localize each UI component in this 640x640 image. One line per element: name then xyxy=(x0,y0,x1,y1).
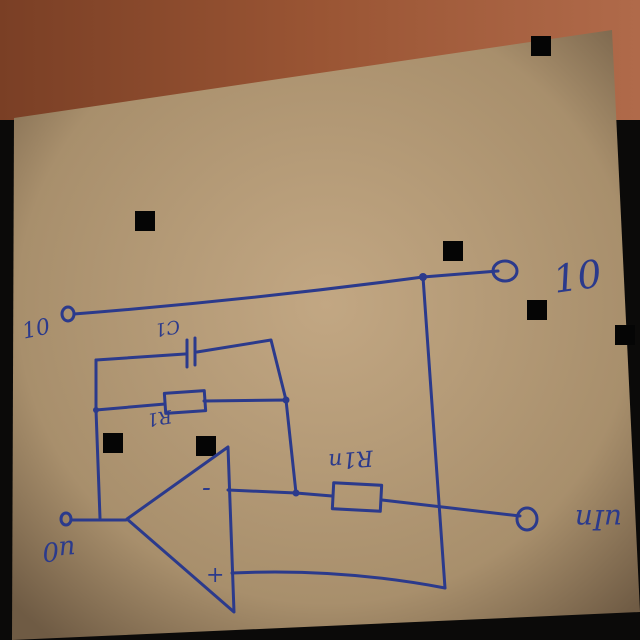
wires xyxy=(70,269,522,590)
resistor-feedback xyxy=(162,389,208,415)
opamp-triangle xyxy=(125,445,236,614)
capacitor-c1 xyxy=(185,336,197,369)
marker-square xyxy=(615,325,635,345)
marker-square xyxy=(135,211,155,231)
label-resistor-feedback: R1 xyxy=(145,405,174,430)
label-resistor-input: R1n xyxy=(327,444,375,473)
label-opamp-minus: - xyxy=(202,473,211,503)
label-node-top-left: 10 xyxy=(20,314,53,344)
marker-square xyxy=(196,436,216,456)
resistor-input xyxy=(330,481,384,513)
label-u-out: u0 xyxy=(41,534,77,567)
marker-square xyxy=(531,36,551,56)
label-u-in: uIn xyxy=(575,503,622,536)
label-opamp-plus: + xyxy=(206,563,224,588)
marker-square xyxy=(443,241,463,261)
junction-dots xyxy=(93,273,427,497)
terminals xyxy=(59,259,539,532)
label-capacitor: C1 xyxy=(153,315,181,340)
marker-square xyxy=(527,300,547,320)
cardboard-sheet xyxy=(12,30,640,640)
label-node-top-right: 10 xyxy=(550,252,604,302)
marker-square xyxy=(103,433,123,453)
